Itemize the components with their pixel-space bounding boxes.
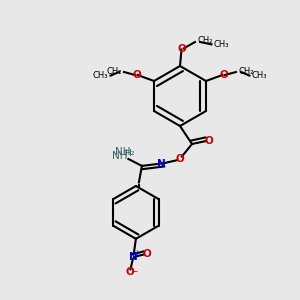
Text: O: O — [175, 154, 184, 164]
Text: N: N — [157, 159, 166, 170]
Text: N: N — [128, 252, 137, 262]
Text: O: O — [132, 70, 141, 80]
Text: H: H — [124, 148, 131, 158]
Text: CH₃: CH₃ — [252, 71, 267, 80]
Text: O: O — [204, 136, 213, 146]
Text: CH₂: CH₂ — [106, 67, 122, 76]
Text: CH₃: CH₃ — [93, 71, 108, 80]
Text: O: O — [177, 44, 186, 55]
Text: NH₂: NH₂ — [115, 147, 135, 157]
Text: NH: NH — [112, 151, 128, 161]
Text: O: O — [125, 267, 134, 278]
Text: CH₂: CH₂ — [198, 36, 214, 45]
Text: CH₃: CH₃ — [214, 40, 230, 49]
Text: +: + — [133, 249, 140, 258]
Text: CH₂: CH₂ — [238, 67, 254, 76]
Text: O: O — [142, 249, 151, 260]
Text: −: − — [130, 266, 137, 275]
Text: O: O — [219, 70, 228, 80]
